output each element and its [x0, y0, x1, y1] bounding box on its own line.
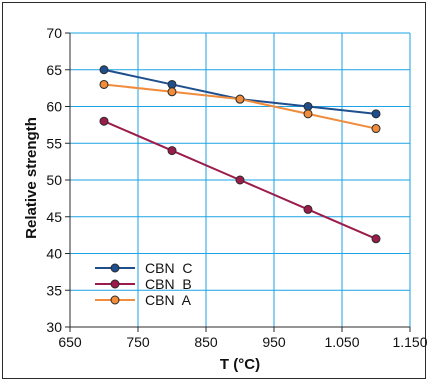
data-point — [167, 79, 177, 89]
y-tick-label: 40 — [46, 246, 62, 262]
legend-item: CBN A — [95, 292, 192, 308]
x-tick-label: 950 — [262, 334, 286, 350]
legend-label: CBN B — [145, 276, 192, 292]
legend-label: CBN C — [145, 260, 192, 276]
y-axis-label: Relative strength — [23, 117, 40, 239]
grid-layer — [70, 32, 411, 327]
y-tick-label: 60 — [46, 99, 62, 115]
y-tick-label: 65 — [46, 62, 62, 78]
data-point — [371, 234, 381, 244]
data-point — [303, 109, 313, 119]
data-point — [371, 109, 381, 119]
data-point — [99, 116, 109, 126]
data-point — [371, 124, 381, 134]
legend-swatch-marker — [110, 279, 120, 289]
legend-label: CBN A — [145, 292, 192, 308]
series-1 — [99, 65, 381, 119]
series-3 — [99, 79, 381, 134]
axis-layer: 650 750 850 950 1.050 1.150 30 35 40 45 50 55 60 65 70 — [46, 25, 427, 350]
series-line — [103, 68, 377, 115]
data-point — [235, 94, 245, 104]
series-layer — [99, 65, 381, 244]
x-tick-label: 1.150 — [392, 334, 427, 350]
x-tick-label: 1.050 — [324, 334, 359, 350]
x-tick-label: 750 — [126, 334, 150, 350]
data-point — [99, 65, 109, 75]
x-tick-label: 650 — [58, 334, 82, 350]
legend-item: CBN B — [95, 276, 192, 292]
data-point — [99, 79, 109, 89]
legend-swatch-marker — [110, 263, 120, 273]
legend-swatch-marker — [110, 295, 120, 305]
x-axis-label: T (°C) — [220, 356, 260, 373]
y-tick-label: 55 — [46, 135, 62, 151]
y-tick-label: 50 — [46, 172, 62, 188]
series-2 — [99, 116, 381, 244]
y-tick-label: 35 — [46, 282, 62, 298]
data-point — [235, 175, 245, 185]
y-tick-label: 45 — [46, 209, 62, 225]
data-point — [167, 146, 177, 156]
y-tick-label: 70 — [46, 25, 62, 41]
data-point — [167, 87, 177, 97]
x-tick-label: 850 — [194, 334, 218, 350]
data-point — [303, 204, 313, 214]
chart-frame — [2, 2, 426, 379]
legend-item: CBN C — [95, 260, 192, 276]
y-tick-label: 30 — [46, 319, 62, 335]
data-point — [303, 102, 313, 111]
